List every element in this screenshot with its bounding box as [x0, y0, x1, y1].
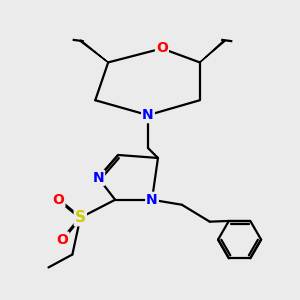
Polygon shape: [200, 40, 225, 62]
Text: N: N: [92, 171, 104, 185]
Text: S: S: [75, 210, 86, 225]
Polygon shape: [80, 40, 108, 62]
Text: N: N: [142, 108, 154, 122]
Text: O: O: [52, 193, 64, 207]
Text: O: O: [56, 232, 68, 247]
Text: N: N: [146, 193, 158, 207]
Text: O: O: [156, 41, 168, 56]
